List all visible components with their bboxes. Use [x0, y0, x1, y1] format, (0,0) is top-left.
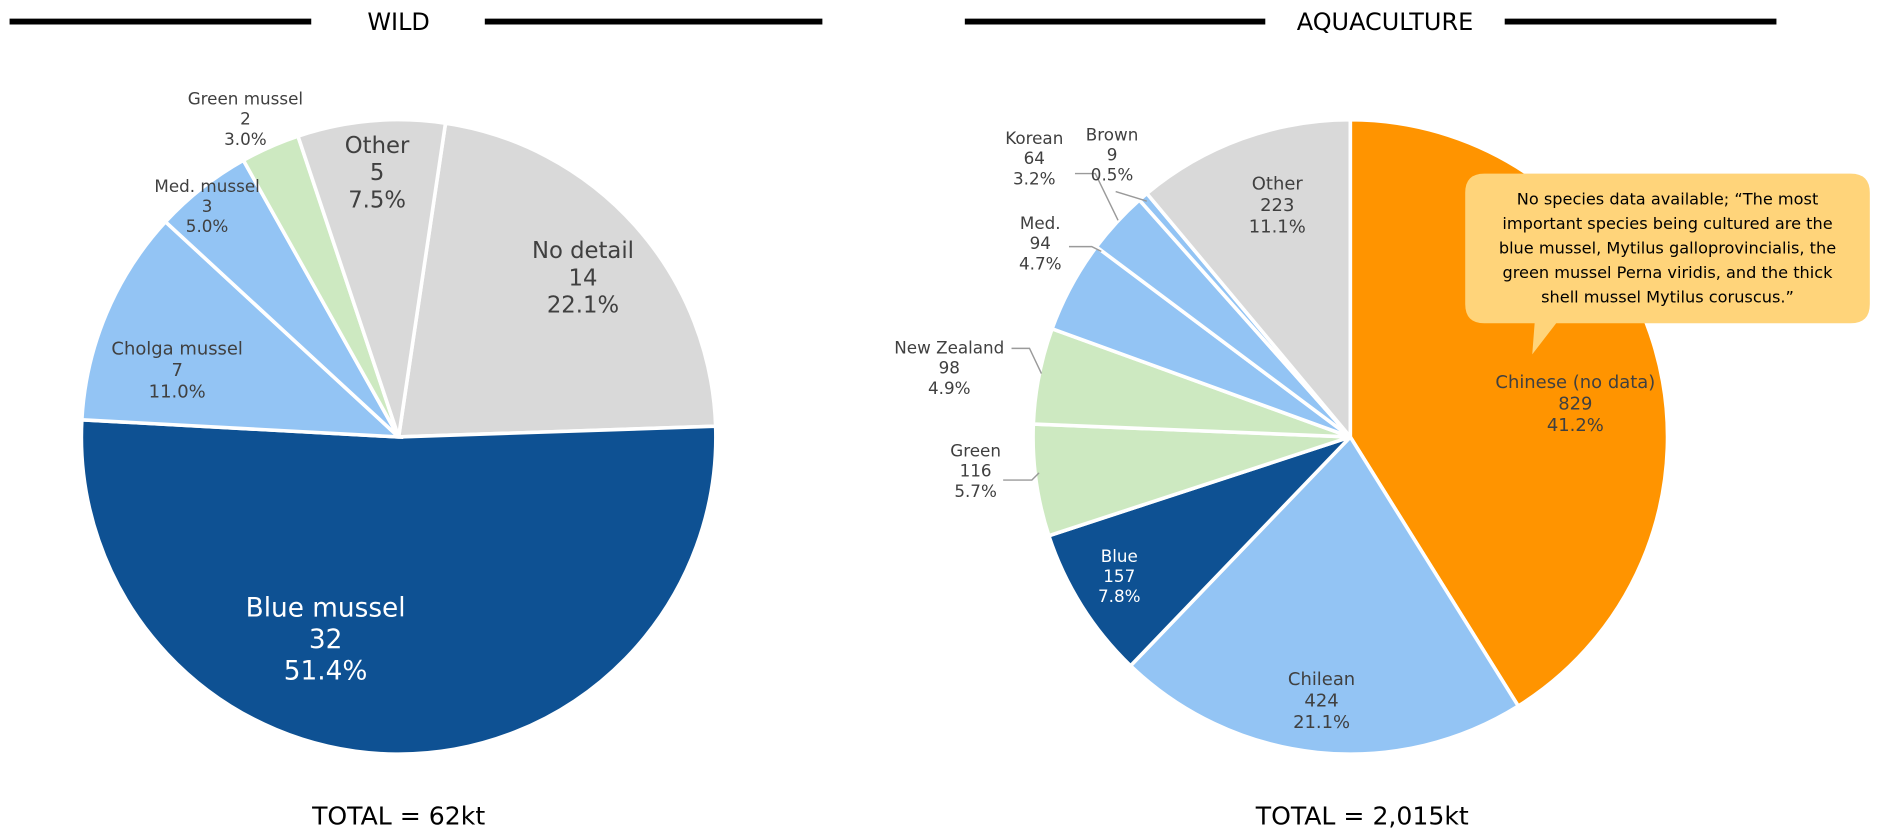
slice-label: Chilean — [1288, 669, 1355, 690]
slice-label: 829 — [1558, 394, 1592, 415]
slice-label: 5.7% — [954, 481, 997, 501]
slice-label: 223 — [1260, 195, 1294, 216]
annotation-line: shell mussel Mytilus coruscus.” — [1541, 288, 1794, 307]
annotation-line: No species data available; “The most — [1517, 189, 1819, 208]
callout-box — [1465, 173, 1870, 355]
slice-label: 11.1% — [1249, 216, 1306, 237]
slice-label: New Zealand — [894, 338, 1004, 358]
pie-slice — [1046, 435, 1352, 669]
slice-label: Green — [950, 441, 1001, 461]
slice-label: 2 — [240, 109, 251, 129]
slice-label: Med. — [1020, 213, 1061, 233]
slice-label: 7 — [171, 360, 182, 381]
pie-slice — [79, 417, 718, 756]
slice-label: Cholga mussel — [111, 339, 242, 360]
slice-label: Korean — [1005, 128, 1063, 148]
slice-label: Blue — [1101, 546, 1138, 566]
leader-lines — [1003, 172, 1148, 481]
annotation-line: blue mussel, Mytilus galloprovincialis, … — [1499, 239, 1836, 258]
leader-line — [1003, 472, 1040, 481]
total-label: TOTAL = 2,015kt — [1255, 802, 1469, 831]
slice-label: 5.0% — [186, 216, 229, 236]
slice-label: 7.8% — [1098, 586, 1141, 606]
slice-label: 4.9% — [928, 378, 971, 398]
slice-label: 116 — [960, 461, 992, 481]
slice-label: Blue mussel — [246, 593, 406, 623]
slice-label: 11.0% — [149, 382, 206, 403]
annotation-line: green mussel Perna viridis, and the thic… — [1503, 263, 1834, 282]
slice-label: 41.2% — [1547, 415, 1604, 436]
leader-line — [1074, 172, 1119, 221]
leader-line — [1115, 190, 1148, 202]
slice-label: 9 — [1107, 145, 1118, 165]
leader-line — [1011, 347, 1043, 374]
slice-label: 3.2% — [1013, 168, 1056, 188]
slices — [79, 117, 1670, 756]
pie-slice — [79, 219, 404, 440]
slice-label: 157 — [1103, 566, 1135, 586]
slice-label: Green mussel — [188, 89, 303, 109]
total-label: TOTAL = 62kt — [311, 802, 485, 831]
slice-label: Chinese (no data) — [1495, 372, 1655, 393]
pie-slice — [396, 121, 718, 439]
slice-label: Other — [345, 133, 410, 159]
slice-label: 0.5% — [1091, 165, 1134, 185]
callout — [1465, 173, 1870, 355]
slice-label: No detail — [532, 238, 634, 264]
slice-label: 64 — [1024, 148, 1045, 168]
chart-title: WILD — [367, 8, 430, 36]
pie-slice — [1128, 434, 1521, 756]
slice-label: 3.0% — [224, 129, 267, 149]
slice-label: Med. mussel — [154, 176, 259, 196]
slice-label: 51.4% — [284, 657, 368, 687]
pie-slice — [1144, 117, 1353, 442]
slice-label: 3 — [202, 196, 213, 216]
annotation-line: important species being cultured are the — [1502, 214, 1832, 233]
slice-label: 424 — [1304, 691, 1338, 712]
slice-label: Other — [1252, 173, 1304, 194]
slice-label: 5 — [370, 160, 384, 186]
slice-label: 21.1% — [1293, 712, 1350, 733]
pie-slice — [295, 117, 448, 438]
slice-label: 94 — [1030, 233, 1051, 253]
slice-label: 98 — [939, 358, 960, 378]
slice-label: 22.1% — [547, 293, 619, 319]
slice-label: 14 — [569, 265, 598, 291]
chart-title: AQUACULTURE — [1297, 8, 1473, 36]
slice-label: Brown — [1086, 125, 1139, 145]
slice-label: 4.7% — [1019, 253, 1062, 273]
slice-label: 32 — [309, 625, 343, 655]
leader-line — [1068, 245, 1102, 253]
slice-label: 7.5% — [348, 187, 406, 213]
